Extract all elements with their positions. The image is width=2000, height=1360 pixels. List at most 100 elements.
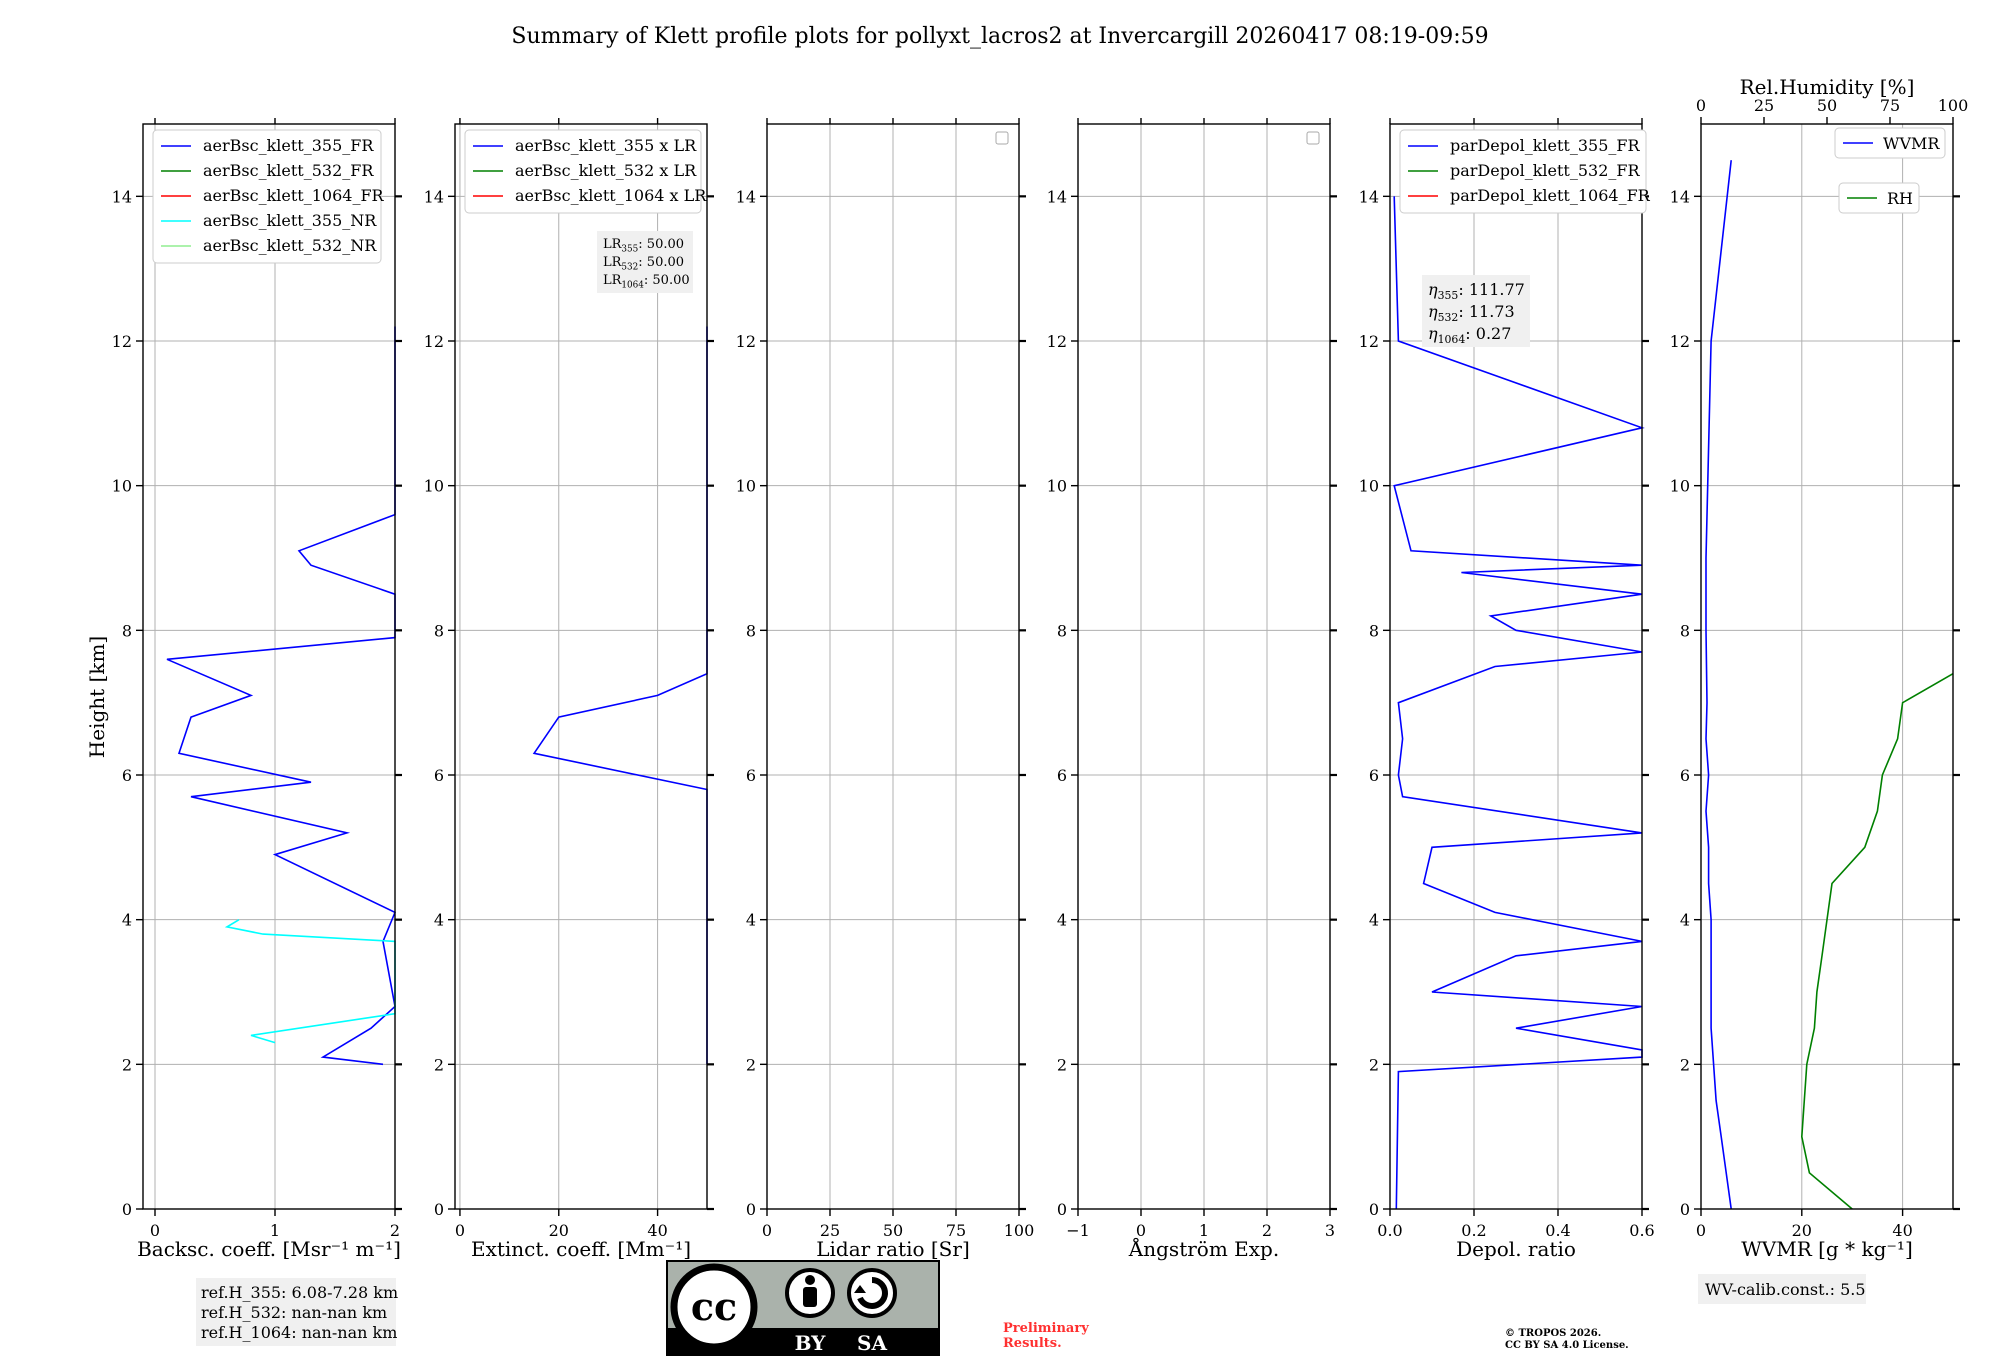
eta-value: η355: 111.77 bbox=[1428, 280, 1525, 302]
x-tick-label: 0.6 bbox=[1629, 1221, 1654, 1240]
cc-by-sa-badge: cc BY SA bbox=[666, 1260, 940, 1356]
y-tick-label: 14 bbox=[1047, 187, 1067, 206]
legend-label: aerBsc_klett_532 x LR bbox=[515, 161, 697, 180]
y-tick-label: 6 bbox=[1680, 766, 1690, 785]
y-tick-label: 2 bbox=[1369, 1055, 1379, 1074]
y-tick-label: 14 bbox=[1670, 187, 1690, 206]
legend-label: aerBsc_klett_355_NR bbox=[203, 211, 377, 230]
legend-label: aerBsc_klett_532_FR bbox=[203, 161, 374, 180]
y-tick-label: 8 bbox=[1680, 621, 1690, 640]
axes-frame bbox=[454, 123, 708, 1210]
legend-label: RH bbox=[1887, 189, 1913, 208]
y-tick-label: 14 bbox=[424, 187, 444, 206]
wv-calib-box bbox=[1698, 1274, 1866, 1304]
x-axis-label: Ångström Exp. bbox=[1128, 1236, 1279, 1261]
sa-label: SA bbox=[857, 1331, 887, 1355]
cc-logo-icon bbox=[670, 1263, 758, 1351]
lr-box bbox=[597, 231, 693, 293]
x-tick-label: 0 bbox=[455, 1221, 465, 1240]
series-line-aerBsc_klett_355_FR bbox=[166, 326, 397, 1066]
eta-value: η1064: 0.27 bbox=[1428, 324, 1511, 346]
y-tick-label: 4 bbox=[1369, 911, 1379, 930]
y-tick-label: 8 bbox=[434, 621, 444, 640]
series-line-aerBsc_klett_355_NR bbox=[224, 919, 396, 1044]
y-tick-label: 14 bbox=[112, 187, 132, 206]
x-axis-label: Depol. ratio bbox=[1456, 1237, 1576, 1261]
y-tick-label: 0 bbox=[1057, 1200, 1067, 1219]
y-tick-label: 0 bbox=[122, 1200, 132, 1219]
ref-height-box bbox=[196, 1278, 396, 1346]
legend-label: aerBsc_klett_532_NR bbox=[203, 236, 377, 255]
y-tick-label: 0 bbox=[746, 1200, 756, 1219]
y-tick-label: 6 bbox=[1057, 766, 1067, 785]
wv-calib-text: WV-calib.const.: 5.5 bbox=[1705, 1280, 1866, 1299]
y-tick-label: 12 bbox=[736, 332, 756, 351]
x-axis-label: Extinct. coeff. [Mm⁻¹] bbox=[471, 1237, 691, 1261]
series-line-RH bbox=[1800, 673, 1954, 1210]
y-tick-label: 0 bbox=[1369, 1200, 1379, 1219]
y-tick-label: 10 bbox=[112, 477, 132, 496]
x-tick-label: 0.0 bbox=[1377, 1221, 1402, 1240]
legend-label: parDepol_klett_532_FR bbox=[1450, 161, 1641, 180]
top-x-axis-label: Rel.Humidity [%] bbox=[1740, 75, 1915, 99]
x-tick-label: 25 bbox=[820, 1221, 840, 1240]
legend-label: aerBsc_klett_1064_FR bbox=[203, 186, 385, 205]
y-tick-label: 2 bbox=[746, 1055, 756, 1074]
x-tick-label: 0 bbox=[1136, 1221, 1146, 1240]
y-tick-label: 2 bbox=[1680, 1055, 1690, 1074]
series-line-parDepol_klett_355_FR bbox=[1393, 196, 1645, 1210]
top-x-tick-label: 0 bbox=[1696, 96, 1706, 115]
y-tick-label: 12 bbox=[1047, 332, 1067, 351]
y-tick-label: 12 bbox=[112, 332, 132, 351]
legend-box bbox=[464, 129, 702, 214]
eta-value: η532: 11.73 bbox=[1428, 302, 1515, 324]
empty-legend-box bbox=[1306, 131, 1320, 145]
x-tick-label: 2 bbox=[1262, 1221, 1272, 1240]
y-tick-label: 8 bbox=[1057, 621, 1067, 640]
legend-box bbox=[1834, 127, 1946, 159]
y-tick-label: 6 bbox=[434, 766, 444, 785]
y-tick-label: 0 bbox=[1680, 1200, 1690, 1219]
y-tick-label: 4 bbox=[746, 911, 756, 930]
x-axis-label: Backsc. coeff. [Msr⁻¹ m⁻¹] bbox=[137, 1237, 401, 1261]
lr-value: LR355: 50.00 bbox=[603, 237, 684, 254]
y-tick-label: 14 bbox=[736, 187, 756, 206]
legend-box bbox=[1399, 129, 1647, 214]
y-tick-label: 8 bbox=[746, 621, 756, 640]
ref-height-text: ref.H_532: nan-nan km bbox=[201, 1303, 387, 1322]
legend-label: parDepol_klett_355_FR bbox=[1450, 136, 1641, 155]
x-tick-label: −1 bbox=[1066, 1221, 1090, 1240]
panel-depol: 0 2 4 6 8 10 12 14 0.0 0.2 0.4 0.6 Depol. ratio parDe… bbox=[1359, 118, 1655, 1261]
x-tick-label: 1 bbox=[1199, 1221, 1209, 1240]
cc-logo-text: cc bbox=[691, 1284, 737, 1329]
x-tick-label: 0.4 bbox=[1545, 1221, 1570, 1240]
y-tick-label: 6 bbox=[1369, 766, 1379, 785]
y-tick-label: 10 bbox=[736, 477, 756, 496]
y-tick-label: 12 bbox=[424, 332, 444, 351]
x-tick-label: 75 bbox=[946, 1221, 966, 1240]
x-tick-label: 40 bbox=[647, 1221, 667, 1240]
empty-legend-box bbox=[995, 131, 1009, 145]
top-x-tick-label: 25 bbox=[1754, 96, 1774, 115]
x-tick-label: 50 bbox=[883, 1221, 903, 1240]
panel-lidar_ratio: 0 2 4 6 8 10 12 14 0 25 50 75 100 Lidar ratio [Sr] bbox=[736, 118, 1034, 1261]
axes-frame bbox=[1389, 123, 1643, 1210]
sa-share-icon bbox=[847, 1268, 897, 1318]
y-tick-label: 2 bbox=[434, 1055, 444, 1074]
y-tick-label: 4 bbox=[122, 911, 132, 930]
x-tick-label: 2 bbox=[390, 1221, 400, 1240]
y-tick-label: 4 bbox=[434, 911, 444, 930]
x-tick-label: 0 bbox=[150, 1221, 160, 1240]
y-tick-label: 2 bbox=[1057, 1055, 1067, 1074]
legend-label: WVMR bbox=[1883, 134, 1940, 153]
y-tick-label: 0 bbox=[434, 1200, 444, 1219]
y-tick-label: 14 bbox=[1359, 187, 1379, 206]
legend-box bbox=[152, 129, 382, 264]
ref-height-text: ref.H_355: 6.08-7.28 km bbox=[201, 1283, 398, 1302]
y-tick-label: 2 bbox=[122, 1055, 132, 1074]
series-line-aerBsc_klett_355 x LR bbox=[532, 326, 708, 1065]
y-tick-label: 10 bbox=[1359, 477, 1379, 496]
